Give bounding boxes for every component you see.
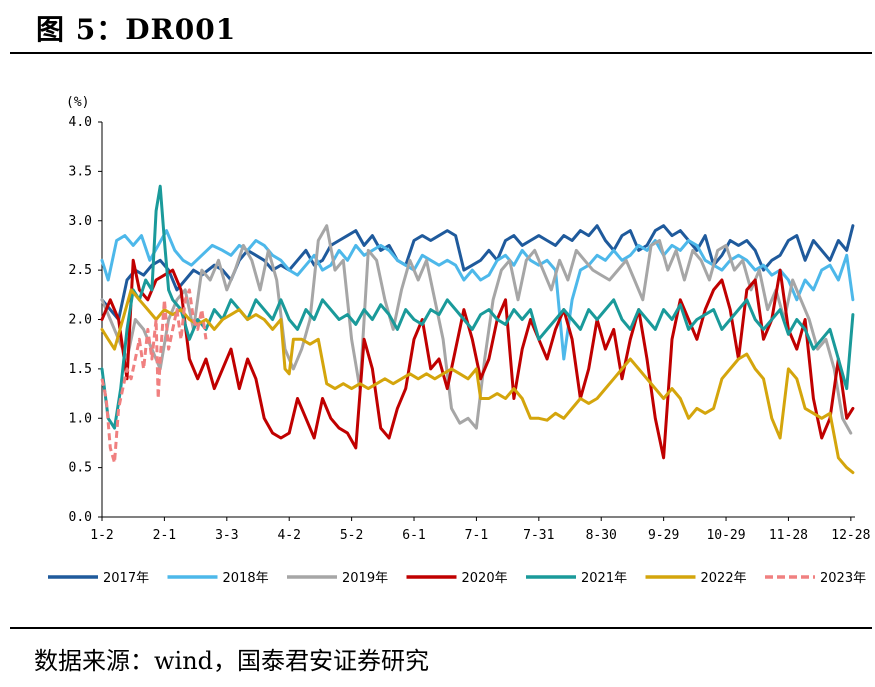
legend-label-3: 2019年 [342, 571, 388, 586]
legend-label-6: 2022年 [701, 571, 747, 586]
series-line-4 [100, 258, 855, 460]
x-tick-label: 7-1 [465, 528, 488, 543]
legend-label-1: 2017年 [103, 571, 149, 586]
chart-series-group [100, 184, 855, 475]
y-tick-label: 0.5 [69, 461, 92, 476]
x-tick-label: 1-2 [90, 528, 113, 543]
legend-label-5: 2021年 [581, 571, 627, 586]
title-rule [10, 52, 872, 54]
y-tick-label: 3.5 [69, 164, 92, 179]
y-tick-label: 0.0 [69, 510, 92, 525]
series-line-3 [100, 224, 853, 435]
y-axis-unit-label: (%) [66, 95, 89, 110]
x-tick-label: 5-2 [340, 528, 363, 543]
x-tick-label: 2-1 [153, 528, 176, 543]
y-tick-label: 1.5 [69, 362, 92, 377]
x-tick-label: 10-29 [706, 528, 745, 543]
chart-axes: 0.0 0.5 1.0 1.5 2.0 2.5 3.0 3.5 4.0 1-2 2-1 3-3 4-2 5… [69, 115, 871, 543]
x-tick-label: 7-31 [523, 528, 554, 543]
series-line-7 [100, 288, 208, 465]
dr001-line-chart: 0.0 0.5 1.0 1.5 2.0 2.5 3.0 3.5 4.0 1-2 2-1 3-3 4-2 5… [48, 95, 871, 586]
y-tick-label: 1.0 [69, 411, 92, 426]
source-rule [10, 627, 872, 629]
y-tick-label: 3.0 [69, 214, 92, 229]
series-line-5 [100, 184, 855, 430]
x-tick-label: 11-28 [769, 528, 808, 543]
y-tick-label: 2.5 [69, 263, 92, 278]
figure-title: 图 5：DR001 [36, 13, 237, 46]
y-tick-label: 4.0 [69, 115, 92, 130]
chart-legend: 2017年 2018年 2019年 2020年 2021年 2022年 2023年 [48, 571, 866, 586]
series-line-6 [100, 288, 855, 475]
source-note: 数据来源：wind，国泰君安证券研究 [34, 647, 430, 675]
x-tick-label: 12-28 [831, 528, 870, 543]
legend-label-4: 2020年 [462, 571, 508, 586]
y-tick-label: 2.0 [69, 313, 92, 328]
legend-label-2: 2018年 [223, 571, 269, 586]
x-tick-label: 8-30 [586, 528, 617, 543]
x-tick-label: 4-2 [277, 528, 300, 543]
x-tick-label: 3-3 [215, 528, 238, 543]
legend-label-7: 2023年 [820, 571, 866, 586]
x-tick-label: 9-29 [648, 528, 679, 543]
x-tick-label: 6-1 [402, 528, 425, 543]
